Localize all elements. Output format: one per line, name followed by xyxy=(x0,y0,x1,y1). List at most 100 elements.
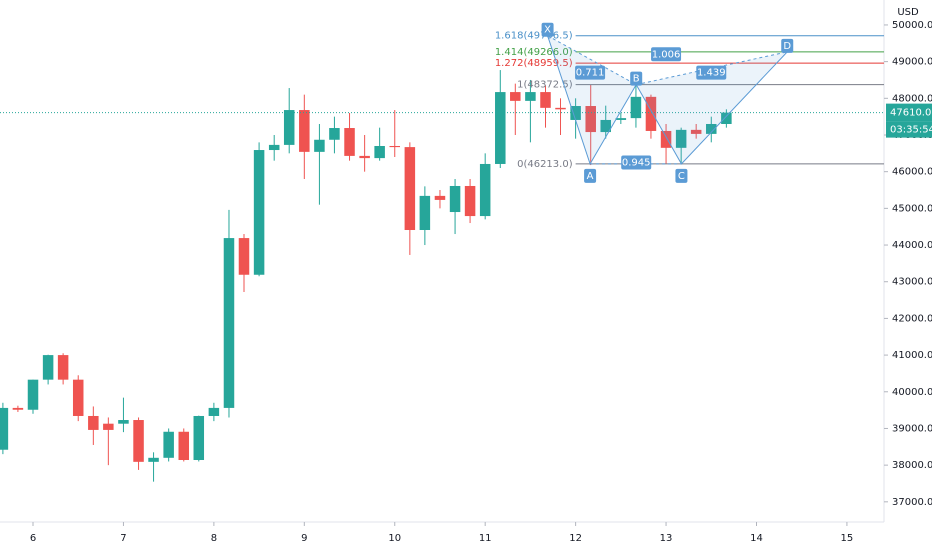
candle-body xyxy=(585,106,596,133)
fib-label: 1.272(48959.5) xyxy=(495,58,573,69)
y-tick-label: 45000.0 xyxy=(892,203,932,214)
candle-body xyxy=(133,420,144,462)
point-label: X xyxy=(544,25,551,36)
countdown-label: 03:35:54 xyxy=(890,125,932,136)
candle-body xyxy=(404,147,416,231)
y-tick-label: 41000.0 xyxy=(892,350,932,361)
ratio-label: 0.945 xyxy=(622,158,651,169)
candle-body xyxy=(479,163,491,217)
candle-body xyxy=(645,96,657,131)
point-label: D xyxy=(783,41,791,52)
y-tick-label: 39000.0 xyxy=(892,423,932,434)
countdown-box xyxy=(886,121,932,138)
candle-body xyxy=(359,155,370,159)
candle-body xyxy=(268,144,280,151)
candle-body xyxy=(12,407,24,410)
ratio-label: 0.711 xyxy=(576,68,605,79)
candle-body xyxy=(163,431,174,458)
candle-body xyxy=(419,195,431,231)
y-tick-label: 42000.0 xyxy=(892,313,932,324)
ratio-label: 1.006 xyxy=(652,49,681,60)
point-box xyxy=(675,168,688,183)
candle-body xyxy=(103,423,114,430)
candle-body xyxy=(148,457,159,462)
candle-body xyxy=(238,238,250,275)
x-tick-label: 10 xyxy=(388,533,401,544)
candle-body xyxy=(344,128,355,156)
candle-body xyxy=(314,139,325,152)
y-tick-label: 38000.0 xyxy=(892,460,932,471)
x-tick-label: 15 xyxy=(841,533,854,544)
fib-label: 1.618(49706.5) xyxy=(495,31,573,42)
candle-body xyxy=(434,195,446,200)
candle-body xyxy=(555,107,566,110)
y-tick-label: 50000.0 xyxy=(892,20,932,31)
y-tick-label: 48000.0 xyxy=(892,93,932,104)
candle-body xyxy=(615,118,627,120)
candle-body xyxy=(570,106,581,120)
ratio-box xyxy=(651,47,682,62)
candle-body xyxy=(178,431,190,461)
candle-body xyxy=(27,379,39,410)
currency-label: USD xyxy=(897,7,919,18)
candle-body xyxy=(675,129,687,148)
candle-body xyxy=(721,112,732,124)
x-tick-label: 7 xyxy=(120,533,126,544)
candle-body xyxy=(630,96,642,119)
ratio-box xyxy=(575,65,606,80)
candle-body xyxy=(193,415,205,461)
last-price-label: 47610.0 xyxy=(890,108,931,119)
candle-body xyxy=(449,185,461,213)
candle-body xyxy=(389,145,401,148)
last-price-box xyxy=(886,103,932,122)
candle-body xyxy=(88,415,99,430)
candle-body xyxy=(299,110,310,152)
candle-body xyxy=(57,355,69,380)
point-box xyxy=(781,38,794,53)
fib-label: 1(48372.5) xyxy=(517,80,573,91)
x-tick-label: 11 xyxy=(479,533,492,544)
point-label: B xyxy=(633,74,640,85)
y-tick-label: 44000.0 xyxy=(892,240,932,251)
ratio-box xyxy=(696,65,727,80)
x-tick-label: 9 xyxy=(301,533,307,544)
fib-label: 1.414(49266.0) xyxy=(495,47,573,58)
candle-body xyxy=(0,407,9,450)
point-box xyxy=(630,71,643,86)
candle-body xyxy=(464,185,476,217)
pattern-diagonal xyxy=(547,35,637,86)
candle-body xyxy=(495,92,506,164)
x-tick-label: 12 xyxy=(569,533,582,544)
ratio-label: 1.439 xyxy=(697,68,726,79)
ratio-box xyxy=(621,155,652,170)
point-label: A xyxy=(587,171,594,182)
candle-body xyxy=(223,238,235,408)
candle-body xyxy=(208,407,220,416)
point-box xyxy=(584,168,597,183)
candle-body xyxy=(510,92,521,101)
y-tick-label: 49000.0 xyxy=(892,57,932,68)
point-box xyxy=(541,22,554,37)
candle-body xyxy=(540,92,551,108)
x-tick-label: 13 xyxy=(660,533,673,544)
candle-body xyxy=(660,130,672,148)
y-tick-label: 43000.0 xyxy=(892,277,932,288)
x-tick-label: 6 xyxy=(30,533,36,544)
candle-body xyxy=(690,129,702,134)
x-tick-label: 8 xyxy=(211,533,217,544)
candle-body xyxy=(600,119,611,133)
candle-body xyxy=(283,110,295,145)
candle-body xyxy=(72,379,84,416)
pattern-fill xyxy=(547,35,637,164)
pattern-diagonal xyxy=(636,51,788,86)
candle-body xyxy=(329,128,340,140)
fib-label: 0(46213.0) xyxy=(517,159,573,170)
point-label: C xyxy=(678,171,685,182)
candle-body xyxy=(374,145,385,159)
y-tick-label: 37000.0 xyxy=(892,497,932,508)
candle-body xyxy=(525,92,536,101)
y-tick-label: 46000.0 xyxy=(892,167,932,178)
candle-body xyxy=(42,355,54,380)
candle-body xyxy=(118,420,129,424)
